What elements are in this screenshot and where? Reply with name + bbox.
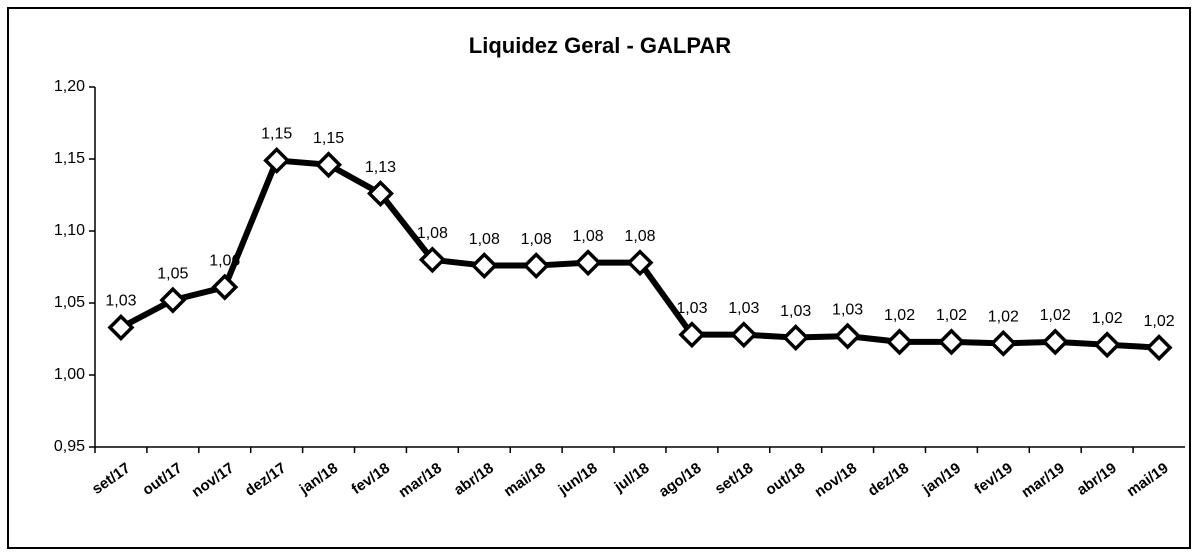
marker — [626, 249, 654, 277]
marker — [834, 322, 862, 350]
y-tick-label: 1,05 — [54, 294, 85, 311]
data-label: 1,02 — [936, 307, 967, 324]
data-label: 1,06 — [209, 252, 240, 269]
y-tick-label: 1,00 — [54, 366, 85, 383]
marker — [730, 321, 758, 349]
data-label: 1,02 — [988, 309, 1019, 326]
data-label: 1,02 — [884, 307, 915, 324]
marker — [782, 324, 810, 352]
marker — [263, 146, 291, 174]
y-tick-label: 1,20 — [54, 78, 85, 95]
y-tick-label: 1,10 — [54, 222, 85, 239]
marker — [470, 252, 498, 280]
data-label: 1,15 — [313, 130, 344, 147]
marker — [211, 273, 239, 301]
data-label: 1,05 — [157, 265, 188, 282]
data-label: 1,02 — [1092, 310, 1123, 327]
data-label: 1,15 — [261, 126, 292, 143]
data-label: 1,08 — [469, 231, 500, 248]
data-label: 1,03 — [780, 303, 811, 320]
data-label: 1,02 — [1040, 307, 1071, 324]
data-label: 1,02 — [1143, 313, 1174, 330]
data-label: 1,03 — [728, 300, 759, 317]
data-label: 1,03 — [105, 293, 136, 310]
marker — [159, 286, 187, 314]
marker — [678, 321, 706, 349]
marker — [1145, 334, 1173, 362]
marker — [937, 328, 965, 356]
y-tick-label: 1,15 — [54, 150, 85, 167]
chart-border — [7, 7, 1191, 549]
marker — [315, 151, 343, 179]
data-label: 1,08 — [624, 228, 655, 245]
marker — [418, 246, 446, 274]
data-label: 1,03 — [676, 300, 707, 317]
marker — [574, 249, 602, 277]
data-label: 1,08 — [573, 228, 604, 245]
data-label: 1,13 — [365, 159, 396, 176]
chart-title: Liquidez Geral - GALPAR — [469, 33, 732, 58]
data-label: 1,08 — [417, 225, 448, 242]
y-tick-label: 0,95 — [54, 438, 85, 455]
marker — [107, 314, 135, 341]
marker — [1093, 331, 1121, 359]
marker — [989, 329, 1017, 357]
marker — [1041, 328, 1069, 356]
marker — [367, 180, 394, 208]
marker — [522, 252, 550, 280]
data-label: 1,03 — [832, 301, 863, 318]
marker — [886, 328, 913, 356]
data-label: 1,08 — [521, 231, 552, 248]
